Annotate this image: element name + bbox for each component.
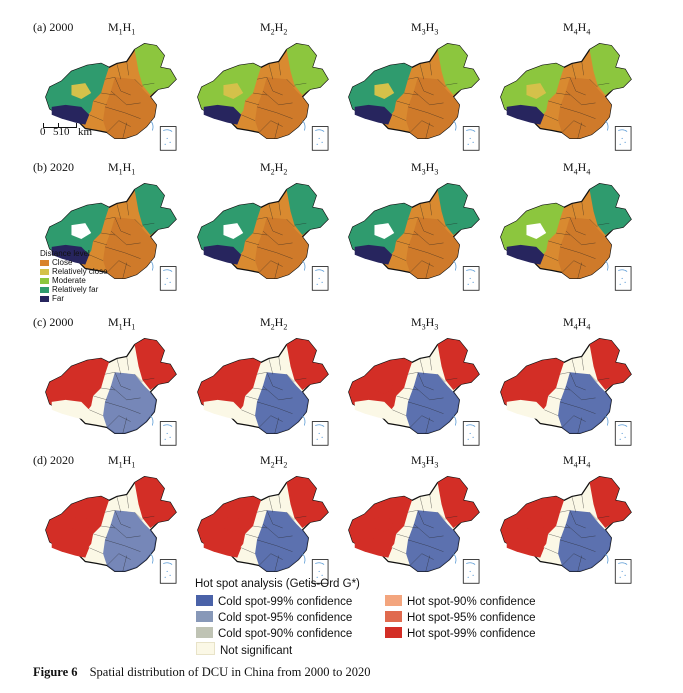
china-map-panel xyxy=(348,183,480,291)
row-label: (a) 2000 xyxy=(33,20,74,34)
legend-swatch xyxy=(40,268,49,275)
map-model-title: M2H2 xyxy=(260,160,288,177)
hotspot-legend-item: Not significant xyxy=(196,642,352,658)
legend-swatch xyxy=(40,286,49,293)
legend-label: Close xyxy=(52,258,73,267)
map-model-title: M2H2 xyxy=(260,453,288,470)
legend-label: Relatively far xyxy=(52,285,99,294)
china-map-panel xyxy=(500,43,632,151)
row-label: (c) 2000 xyxy=(33,315,74,329)
legend-label: Relatively close xyxy=(52,267,108,276)
legend-swatch xyxy=(196,642,215,655)
legend-swatch xyxy=(196,595,213,606)
china-map-panel xyxy=(197,338,329,446)
legend-swatch xyxy=(40,295,49,302)
hotspot-legend-item: Cold spot-95% confidence xyxy=(196,610,352,626)
legend-swatch xyxy=(196,627,213,638)
row-label: (d) 2020 xyxy=(33,453,74,467)
scale-unit: km xyxy=(78,126,93,138)
legend-label: Cold spot-99% confidence xyxy=(218,596,353,608)
china-map-panel xyxy=(197,183,329,291)
row-label: (b) 2020 xyxy=(33,160,74,174)
china-map-panel xyxy=(197,476,329,584)
map-model-title: M1H1 xyxy=(108,315,136,332)
scale-tick-0: 0 xyxy=(40,126,46,138)
china-map-panel xyxy=(348,476,480,584)
distance-legend-title: Distance level xyxy=(40,249,90,258)
scale-tick-510: 510 xyxy=(53,126,70,138)
figure-caption: Figure 6 Spatial distribution of DCU in C… xyxy=(33,665,370,680)
legend-label: Hot spot-95% confidence xyxy=(407,612,536,624)
hotspot-legend-item: Hot spot-99% confidence xyxy=(385,626,536,642)
figure-caption-text: Spatial distribution of DCU in China fro… xyxy=(89,665,371,679)
map-model-title: M4H4 xyxy=(563,20,591,37)
map-model-title: M2H2 xyxy=(260,315,288,332)
distance-legend-item: Relatively far xyxy=(40,285,108,294)
map-model-title: M1H1 xyxy=(108,160,136,177)
legend-label: Not significant xyxy=(220,645,293,657)
map-model-title: M3H3 xyxy=(411,20,439,37)
china-map-panel xyxy=(45,43,177,151)
legend-label: Hot spot-90% confidence xyxy=(407,596,536,608)
legend-swatch xyxy=(196,611,213,622)
legend-label: Cold spot-90% confidence xyxy=(218,628,353,640)
legend-swatch xyxy=(385,611,402,622)
china-map-panel xyxy=(348,338,480,446)
legend-label: Cold spot-95% confidence xyxy=(218,612,353,624)
distance-legend-item: Far xyxy=(40,294,108,303)
legend-label: Hot spot-99% confidence xyxy=(407,628,536,640)
legend-swatch xyxy=(385,595,402,606)
hotspot-legend-item: Hot spot-90% confidence xyxy=(385,594,536,610)
china-map-panel xyxy=(500,183,632,291)
hotspot-legend-item: Cold spot-99% confidence xyxy=(196,594,352,610)
legend-swatch xyxy=(40,259,49,266)
distance-legend-item: Close xyxy=(40,258,108,267)
china-map-panel xyxy=(45,183,177,291)
legend-swatch xyxy=(385,627,402,638)
map-model-title: M2H2 xyxy=(260,20,288,37)
hotspot-legend: Hot spot analysis (Getis-Ord G*) Cold sp… xyxy=(193,578,536,657)
china-map-panel xyxy=(348,43,480,151)
map-model-title: M4H4 xyxy=(563,315,591,332)
china-map-panel xyxy=(500,476,632,584)
legend-swatch xyxy=(40,277,49,284)
hotspot-legend-item: Hot spot-95% confidence xyxy=(385,610,536,626)
china-map-panel xyxy=(197,43,329,151)
distance-legend-item: Relatively close xyxy=(40,267,108,276)
legend-label: Moderate xyxy=(52,276,86,285)
map-model-title: M1H1 xyxy=(108,453,136,470)
map-model-title: M3H3 xyxy=(411,453,439,470)
distance-legend: Distance level Close Relatively close Mode… xyxy=(40,249,108,303)
legend-label: Far xyxy=(52,294,64,303)
map-model-title: M4H4 xyxy=(563,453,591,470)
figure-label: Figure 6 xyxy=(33,665,78,679)
map-model-title: M3H3 xyxy=(411,160,439,177)
map-model-title: M4H4 xyxy=(563,160,591,177)
hotspot-legend-title: Hot spot analysis (Getis-Ord G*) xyxy=(195,578,360,590)
map-model-title: M3H3 xyxy=(411,315,439,332)
hotspot-legend-item: Cold spot-90% confidence xyxy=(196,626,352,642)
china-map-panel xyxy=(45,338,177,446)
china-map-panel xyxy=(45,476,177,584)
map-model-title: M1H1 xyxy=(108,20,136,37)
distance-legend-item: Moderate xyxy=(40,276,108,285)
china-map-panel xyxy=(500,338,632,446)
